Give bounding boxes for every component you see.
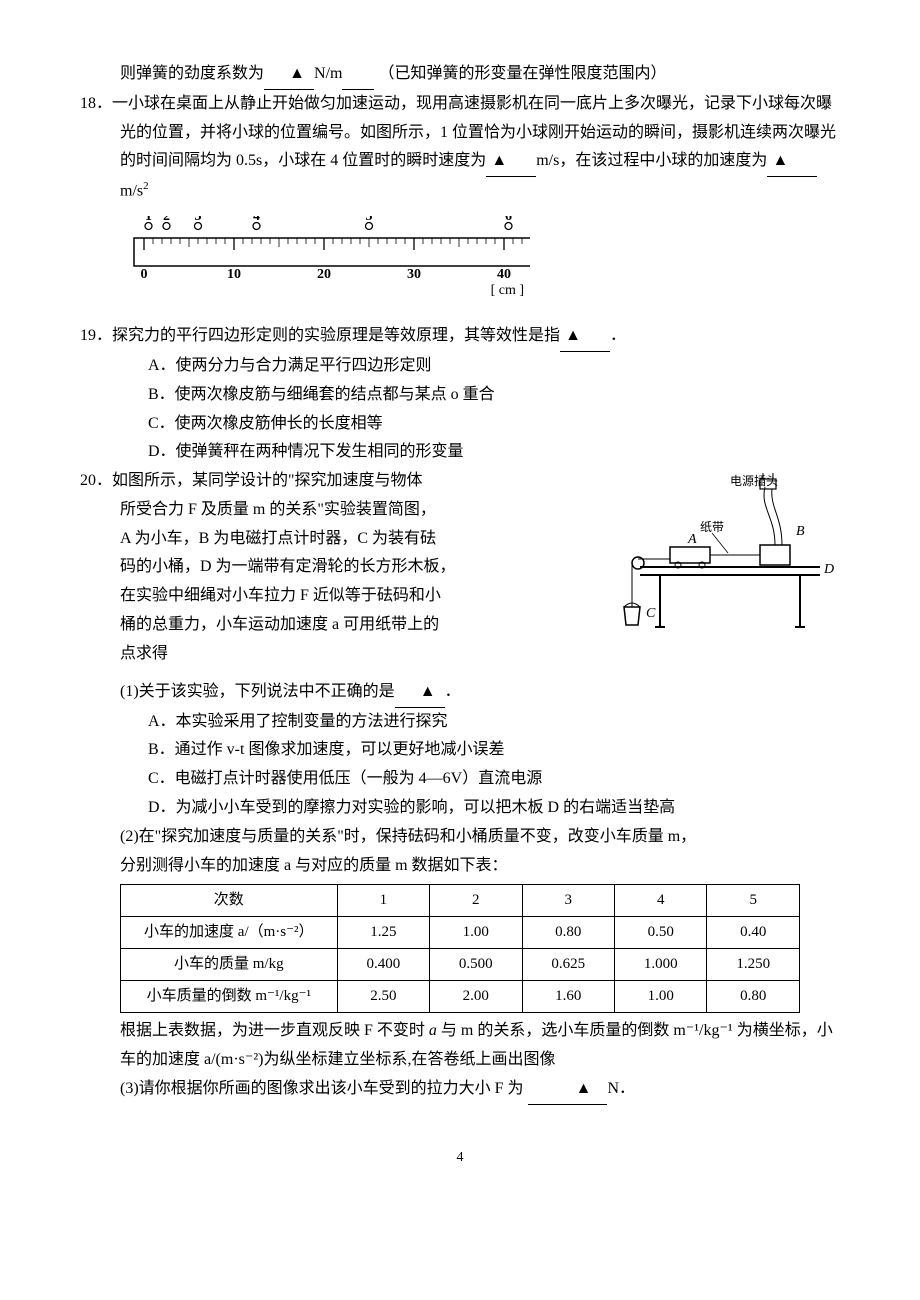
table-cell: 0.80 [522,917,614,949]
table-row: 小车质量的倒数 m⁻¹/kg⁻¹2.502.001.601.000.80 [121,981,800,1013]
table-cell: 1.000 [615,949,707,981]
spring-trailing-blank [342,60,374,90]
table-row: 小车的加速度 a/（m·s⁻²）1.251.000.800.500.40 [121,917,800,949]
svg-text:3: 3 [195,216,202,224]
svg-text:0: 0 [141,267,148,282]
row-label: 小车质量的倒数 m⁻¹/kg⁻¹ [121,981,338,1013]
q20: 20．如图所示，某同学设计的"探究加速度与物体 所受合力 F 及质量 m 的关系… [80,467,840,1105]
q20-part1-option-c[interactable]: C．电磁打点计时器使用低压（一般为 4—6V）直流电源 [148,765,840,794]
table-cell: 0.80 [707,981,800,1013]
table-cell: 0.625 [522,949,614,981]
q19-num: 19． [80,327,112,344]
q20-num: 20． [80,472,112,489]
q20-part3-stem: (3)请你根据你所画的图像求出该小车受到的拉力大小 F 为 [120,1080,528,1097]
table-header: 2 [430,885,522,917]
svg-text:C: C [646,606,656,621]
svg-text:2: 2 [163,216,170,224]
row-label: 小车的质量 m/kg [121,949,338,981]
q19: 19．探究力的平行四边形定则的实验原理是等效原理，其等效性是指 ▲ ． A．使两… [80,322,840,467]
svg-text:20: 20 [317,267,331,282]
q17-note: （已知弹簧的形变量在弹性限度范围内） [374,65,666,82]
table-cell: 2.00 [430,981,522,1013]
q20-part1-option-a[interactable]: A．本实验采用了控制变量的方法进行探究 [148,708,840,737]
q19-option-a[interactable]: A．使两分力与合力满足平行四边形定则 [148,352,840,381]
q20-l1: 如图所示，某同学设计的"探究加速度与物体 [112,472,423,489]
q19-suffix: ． [610,327,626,344]
svg-text:6: 6 [505,216,512,224]
velocity-blank[interactable]: ▲ [486,147,536,177]
q20-l4: 码的小桶，D 为一端带有定滑轮的长方形木板， [80,553,590,582]
table-cell: 1.60 [522,981,614,1013]
row-label: 小车的加速度 a/（m·s⁻²） [121,917,338,949]
q17-tail: 则弹簧的劲度系数为 ▲ N/m （已知弹簧的形变量在弹性限度范围内） [80,60,840,90]
q18-num: 18． [80,95,112,112]
acceleration-blank[interactable]: ▲ [767,147,817,177]
q20-part3-unit: N． [607,1080,635,1097]
table-header: 4 [615,885,707,917]
spring-constant-blank[interactable]: ▲ [264,60,314,90]
page-number: 4 [80,1145,840,1170]
q20-part1-option-d[interactable]: D．为减小小车受到的摩擦力对实验的影响，可以把木板 D 的右端适当垫高 [148,794,840,823]
table-cell: 0.500 [430,949,522,981]
table-cell: 1.250 [707,949,800,981]
q18-body2: 在该过程中小球的加速度为 [575,152,767,169]
svg-text:30: 30 [407,267,421,282]
force-blank[interactable]: ▲ [528,1075,608,1105]
q19-option-d[interactable]: D．使弹簧秤在两种情况下发生相同的形变量 [148,438,840,467]
q18-unit1: m/s， [536,152,575,169]
table-header: 5 [707,885,800,917]
svg-text:10: 10 [227,267,241,282]
q20-l3: A 为小车，B 为电磁打点计时器，C 为装有砝 [80,525,590,554]
q20-part2-stem2: 分别测得小车的加速度 a 与对应的质量 m 数据如下表： [80,852,840,881]
table-cell: 0.50 [615,917,707,949]
svg-text:A: A [687,532,697,547]
q20-part1-blank[interactable]: ▲ [395,678,445,708]
table-header: 次数 [121,885,338,917]
table-header: 3 [522,885,614,917]
q20-part1-option-b[interactable]: B．通过作 v-t 图像求加速度，可以更好地减小误差 [148,736,840,765]
ruler-figure: 0 10 20 30 40 1 2 3 4 5 6 [ cm ] [120,216,800,312]
table-cell: 1.25 [337,917,429,949]
q17-unit: N/m [314,65,342,82]
q20-l6: 桶的总重力，小车运动加速度 a 可用纸带上的 [80,611,590,640]
q18: 18．一小球在桌面上从静止开始做匀加速运动，现用高速摄影机在同一底片上多次曝光，… [80,90,840,312]
q19-option-b[interactable]: B．使两次橡皮筋与细绳套的结点都与某点 o 重合 [148,381,840,410]
svg-text:4: 4 [253,216,260,224]
device-figure: C A B D 电源插头纸带 [610,467,840,678]
table-cell: 0.40 [707,917,800,949]
q20-part1-stem: (1)关于该实验，下列说法中不正确的是 [120,683,395,700]
svg-text:40: 40 [497,267,511,282]
svg-text:1: 1 [145,216,152,224]
q20-after-table: 根据上表数据，为进一步直观反映 F 不变时 [120,1022,429,1039]
table-cell: 1.00 [430,917,522,949]
q20-after-table-italic: a [429,1022,437,1039]
q19-body: 探究力的平行四边形定则的实验原理是等效原理，其等效性是指 [112,327,560,344]
q18-unit2: m/s [120,183,143,200]
svg-text:纸带: 纸带 [700,520,724,534]
table-cell: 1.00 [615,981,707,1013]
table-cell: 0.400 [337,949,429,981]
svg-text:电源插头: 电源插头 [730,474,778,488]
data-table: 次数12345 小车的加速度 a/（m·s⁻²）1.251.000.800.50… [120,884,800,1013]
q20-l5: 在实验中细绳对小车拉力 F 近似等于砝码和小 [80,582,590,611]
table-header: 1 [337,885,429,917]
svg-text:D: D [823,562,834,577]
q20-l7: 点求得 [80,640,590,669]
q20-part1-suffix: ． [445,683,461,700]
q20-part2-stem1: (2)在"探究加速度与质量的关系"时，保持砝码和小桶质量不变，改变小车质量 m， [80,823,840,852]
q20-l2: 所受合力 F 及质量 m 的关系"实验装置简图， [80,496,590,525]
q17-prefix: 则弹簧的劲度系数为 [120,65,264,82]
table-row: 小车的质量 m/kg0.4000.5000.6251.0001.250 [121,949,800,981]
svg-text:[ cm ]: [ cm ] [491,283,524,298]
q19-option-c[interactable]: C．使两次橡皮筋伸长的长度相等 [148,410,840,439]
table-cell: 2.50 [337,981,429,1013]
svg-text:5: 5 [366,216,373,224]
q19-blank[interactable]: ▲ [560,322,610,352]
svg-text:B: B [796,524,805,539]
